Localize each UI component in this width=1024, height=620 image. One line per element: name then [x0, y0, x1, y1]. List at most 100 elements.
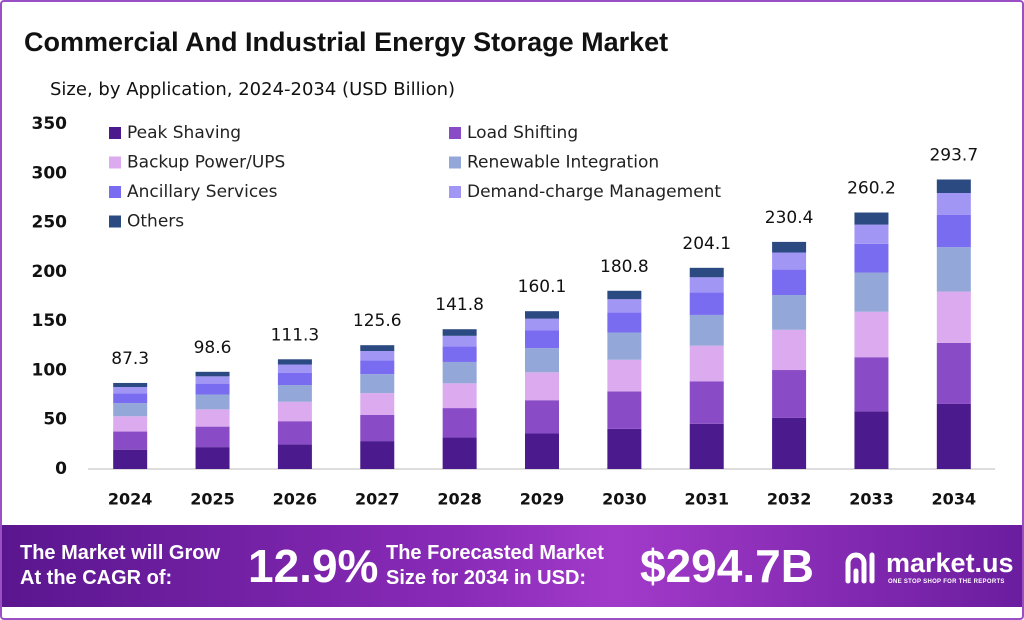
- x-tick-label: 2030: [602, 490, 647, 509]
- bar-segment: [936, 291, 971, 343]
- bar-segment: [113, 382, 148, 387]
- bar-segment: [854, 212, 889, 225]
- bar-segment: [607, 391, 642, 429]
- legend-label: Backup Power/UPS: [127, 153, 285, 173]
- x-tick-label: 2024: [108, 490, 153, 509]
- bar-segment: [113, 416, 148, 432]
- banner: The Market will Grow At the CAGR of: 12.…: [2, 525, 1022, 607]
- bar-segment: [689, 345, 724, 382]
- chart-title: Commercial And Industrial Energy Storage…: [24, 27, 668, 57]
- total-label: 160.1: [518, 277, 567, 297]
- bar-segment: [936, 214, 971, 248]
- bar-segment: [854, 243, 889, 273]
- y-tick-label: 350: [32, 114, 68, 134]
- y-tick-label: 200: [32, 262, 68, 282]
- bar-segment: [936, 247, 971, 292]
- bar-segment: [854, 272, 889, 312]
- bar-segment: [525, 311, 559, 319]
- y-tick-label: 150: [32, 311, 68, 331]
- bar-segment: [277, 372, 312, 386]
- cagr-label-line: At the CAGR of:: [20, 567, 173, 589]
- bar-segment: [195, 371, 230, 377]
- legend-swatch: [109, 186, 121, 198]
- total-label: 98.6: [194, 338, 232, 358]
- bar-segment: [607, 290, 642, 300]
- y-tick-label: 0: [55, 459, 67, 479]
- bar-segment: [772, 417, 807, 469]
- bar-segment: [360, 414, 395, 442]
- total-label: 293.7: [929, 145, 978, 165]
- logo-icon: [845, 552, 875, 584]
- bar-segment: [689, 423, 724, 469]
- bar-segment: [195, 447, 230, 469]
- total-label: 180.8: [600, 257, 649, 277]
- bar-segment: [525, 330, 559, 349]
- legend-label: Load Shifting: [467, 123, 578, 143]
- total-label: 125.6: [353, 311, 402, 331]
- bar-segment: [689, 277, 724, 293]
- total-label: 230.4: [765, 208, 814, 228]
- bar-segment: [360, 374, 395, 394]
- total-label: 87.3: [111, 349, 149, 369]
- forecast-label-line: The Forecasted Market: [386, 542, 604, 564]
- legend-label: Ancillary Services: [127, 182, 278, 202]
- bar-segment: [113, 403, 148, 417]
- legend-swatch: [449, 186, 461, 198]
- bar-segment: [442, 383, 477, 409]
- bar-segment: [277, 401, 312, 422]
- bar-segment: [195, 426, 230, 448]
- bar-segment: [607, 332, 642, 360]
- y-tick-label: 100: [32, 360, 68, 380]
- x-tick-label: 2028: [437, 490, 482, 509]
- x-tick-label: 2032: [767, 490, 812, 509]
- chart-subtitle: Size, by Application, 2024-2034 (USD Bil…: [50, 79, 455, 100]
- bar-segment: [442, 335, 477, 347]
- total-label: 260.2: [847, 179, 896, 199]
- bar-segment: [360, 393, 395, 415]
- bar-segment: [772, 370, 807, 418]
- logo-text: market.us: [886, 548, 1014, 578]
- bar-segment: [607, 359, 642, 392]
- forecast-value: $294.7B: [640, 540, 814, 592]
- cagr-label-line: The Market will Grow: [20, 542, 221, 564]
- bar-segment: [113, 386, 148, 394]
- bar-segment: [113, 449, 148, 469]
- bar-segment: [360, 351, 395, 361]
- forecast-label-line: Size for 2034 in USD:: [386, 567, 587, 589]
- legend-swatch: [109, 215, 121, 228]
- x-tick-label: 2026: [273, 490, 318, 509]
- forecast-label: The Forecasted Market Size for 2034 in U…: [386, 541, 604, 591]
- legend-swatch: [109, 127, 121, 139]
- bar-segment: [854, 411, 889, 469]
- legend-swatch: [449, 156, 461, 169]
- cagr-value: 12.9%: [248, 540, 379, 592]
- bar-segment: [113, 431, 148, 450]
- y-tick-label: 250: [32, 213, 68, 233]
- bar-segment: [442, 361, 477, 384]
- legend-label: Renewable Integration: [467, 153, 659, 173]
- bar-segment: [195, 394, 230, 410]
- legend-swatch: [449, 127, 461, 139]
- bar-segment: [854, 357, 889, 412]
- bar-segment: [277, 444, 312, 469]
- bar-segment: [689, 292, 724, 315]
- bar-segment: [772, 295, 807, 330]
- bar-segment: [277, 421, 312, 445]
- bar-segment: [442, 408, 477, 438]
- bar-segment: [772, 329, 807, 371]
- bar-segment: [113, 393, 148, 404]
- bar-segment: [772, 252, 807, 270]
- x-tick-label: 2027: [355, 490, 400, 509]
- bar-segment: [607, 312, 642, 333]
- x-tick-label: 2034: [932, 490, 977, 509]
- legend-label: Demand-charge Management: [467, 182, 721, 202]
- bar-segment: [772, 269, 807, 296]
- logo-tagline: ONE STOP SHOP FOR THE REPORTS: [888, 579, 1005, 585]
- y-tick-label: 50: [43, 410, 67, 430]
- bar-segment: [525, 433, 559, 469]
- bar-segment: [525, 400, 559, 434]
- bar-segment: [442, 437, 477, 469]
- bar-segment: [442, 329, 477, 336]
- bar-segment: [195, 376, 230, 384]
- legend-label: Others: [127, 212, 184, 232]
